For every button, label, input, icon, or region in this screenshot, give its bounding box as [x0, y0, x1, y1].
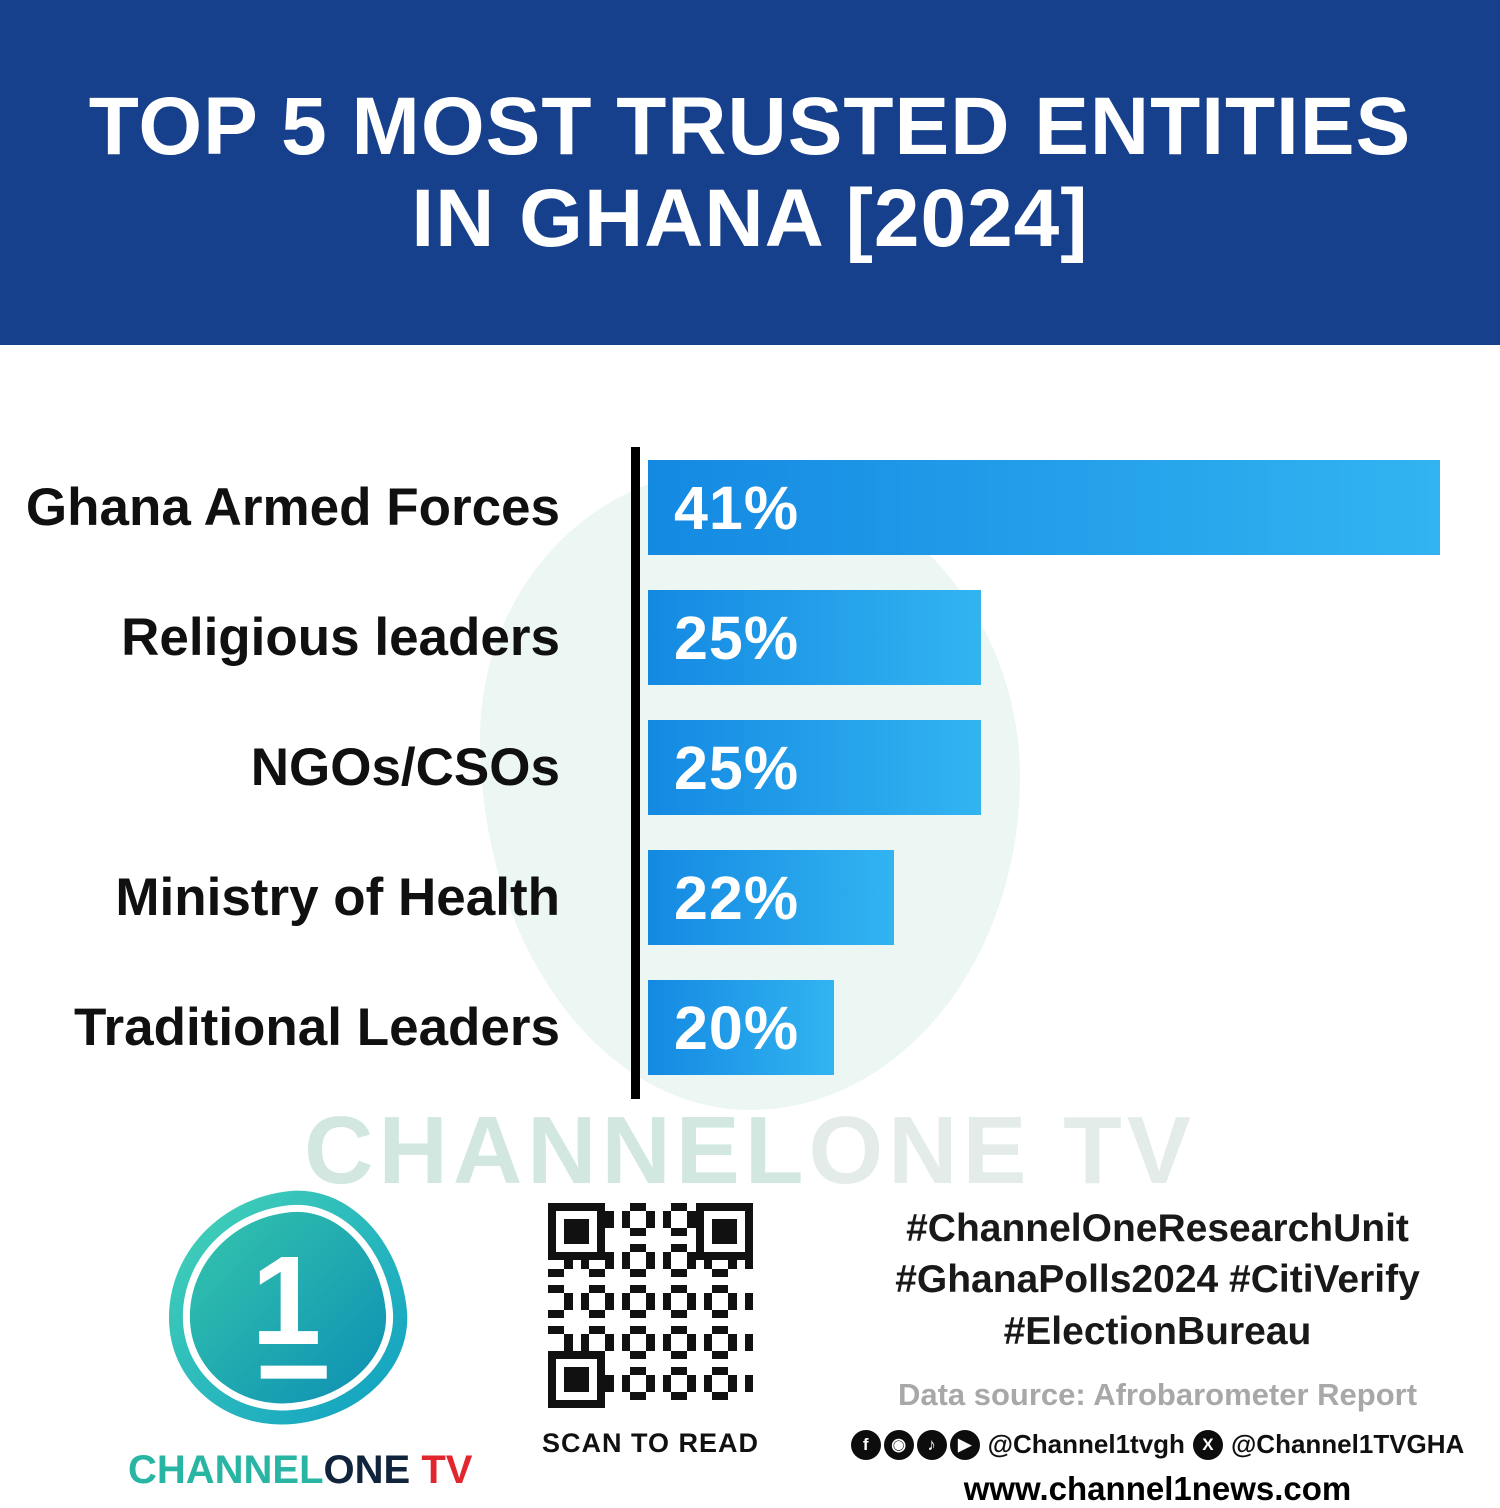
logo-caption-channel: CHANNEL: [128, 1448, 324, 1492]
watermark-text: CHANNELONE TV: [0, 1096, 1500, 1206]
bar-value-label: 25%: [674, 603, 800, 672]
bar-value-label: 20%: [674, 993, 800, 1062]
bar-category-label: Ministry of Health: [115, 868, 560, 927]
chart-axis-line: [631, 447, 640, 1099]
page-title-line1: TOP 5 MOST TRUSTED ENTITIES: [88, 80, 1412, 172]
bar: 41%: [648, 460, 1440, 555]
bar-row: Ghana Armed Forces 41%: [0, 460, 1500, 555]
header-banner: TOP 5 MOST TRUSTED ENTITIES IN GHANA [20…: [0, 0, 1500, 345]
youtube-icon: ▶: [949, 1429, 980, 1460]
facebook-icon: f: [850, 1429, 881, 1460]
qr-code: [548, 1203, 753, 1408]
logo-caption-tv: TV: [410, 1448, 473, 1492]
bar-category-label: Ghana Armed Forces: [25, 478, 560, 537]
bar-row: Traditional Leaders 20%: [0, 980, 1500, 1075]
footer-right-block: #ChannelOneResearchUnit #GhanaPolls2024 …: [850, 1203, 1464, 1508]
logo-caption: CHANNELONE TV: [128, 1448, 472, 1493]
hashtags-line2: #GhanaPolls2024 #CitiVerify: [895, 1258, 1420, 1302]
bar: 25%: [648, 590, 981, 685]
logo-digit-base: [260, 1365, 327, 1379]
bar-row: Religious leaders 25%: [0, 590, 1500, 685]
social-icons: f ◉ ♪ ▶: [850, 1429, 980, 1460]
qr-caption: SCAN TO READ: [541, 1428, 760, 1458]
bar-value-label: 22%: [674, 863, 800, 932]
social-handle-meta: @Channel1tvgh: [987, 1429, 1185, 1460]
social-row: f ◉ ♪ ▶ @Channel1tvgh X @Channel1TVGHA: [850, 1429, 1464, 1460]
bar-value-label: 25%: [674, 733, 800, 802]
tiktok-icon: ♪: [916, 1429, 947, 1460]
data-source-text: Data source: Afrobarometer Report: [897, 1377, 1418, 1413]
x-icon: X: [1192, 1429, 1223, 1460]
bar-track: 41%: [648, 460, 1440, 555]
hashtags-line1: #ChannelOneResearchUnit: [906, 1207, 1409, 1250]
bar-track: 25%: [648, 590, 1440, 685]
watermark-part1: CHANNEL: [304, 1097, 809, 1204]
social-handle-x: @Channel1TVGHA: [1230, 1429, 1465, 1460]
bar: 20%: [648, 980, 835, 1075]
channel-one-logo: 1: [156, 1180, 418, 1437]
bar-row: Ministry of Health 22%: [0, 850, 1500, 945]
page-title-line2: IN GHANA [2024]: [411, 172, 1089, 264]
bar: 22%: [648, 850, 894, 945]
bar: 25%: [648, 720, 981, 815]
bar-track: 22%: [648, 850, 1440, 945]
bar-value-label: 41%: [674, 473, 800, 542]
bar-category-label: NGOs/CSOs: [250, 738, 560, 797]
bar-category-label: Traditional Leaders: [74, 998, 560, 1057]
logo-outer-shape: 1: [156, 1180, 418, 1436]
watermark-part2: ONE TV: [808, 1097, 1196, 1204]
bar-category-label: Religious leaders: [121, 608, 560, 667]
website-url: www.channel1news.com: [963, 1470, 1352, 1508]
logo-caption-one: ONE: [323, 1448, 411, 1492]
bar-track: 20%: [648, 980, 1440, 1075]
logo-digit: 1: [251, 1229, 322, 1371]
hashtags-line3: #ElectionBureau: [1003, 1309, 1312, 1353]
instagram-icon: ◉: [883, 1429, 914, 1460]
bar-row: NGOs/CSOs 25%: [0, 720, 1500, 815]
bar-track: 25%: [648, 720, 1440, 815]
logo-inner-shape: 1: [171, 1195, 403, 1421]
bar-chart: Ghana Armed Forces 41% Religious leaders 25…: [0, 460, 1500, 1075]
